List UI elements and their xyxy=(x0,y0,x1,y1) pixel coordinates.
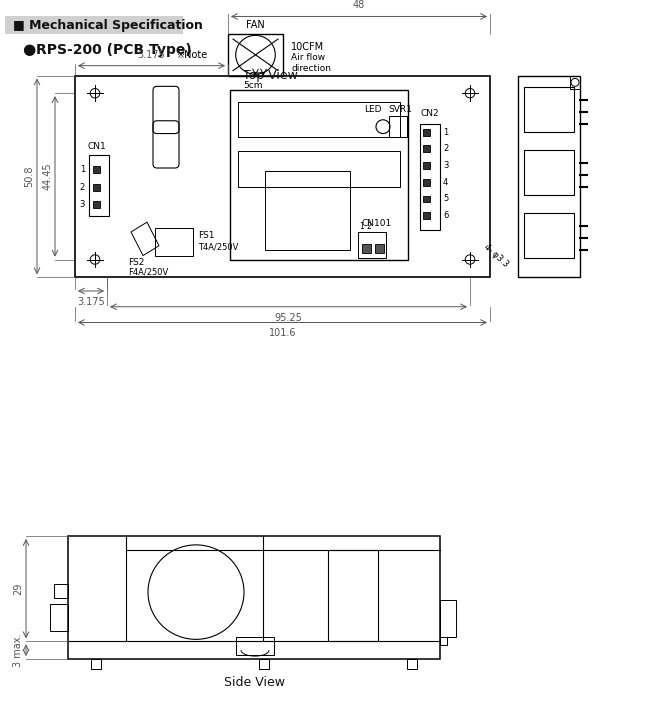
Bar xyxy=(362,244,371,252)
Bar xyxy=(423,213,430,219)
Bar xyxy=(265,171,350,249)
Bar xyxy=(93,184,100,191)
Text: ●: ● xyxy=(22,43,36,57)
Text: 3.175: 3.175 xyxy=(77,297,105,307)
Bar xyxy=(93,202,100,208)
Text: 5cm: 5cm xyxy=(244,81,263,90)
Bar xyxy=(91,659,101,669)
Bar xyxy=(518,75,580,277)
Text: 95.25: 95.25 xyxy=(275,312,302,322)
Text: 1: 1 xyxy=(80,165,85,174)
Bar xyxy=(524,150,574,194)
Text: 2: 2 xyxy=(80,183,85,192)
Bar xyxy=(68,536,440,659)
Bar xyxy=(54,584,68,598)
Text: 3: 3 xyxy=(80,200,85,210)
Text: 3.175: 3.175 xyxy=(137,50,165,60)
Text: 3 max.: 3 max. xyxy=(13,633,23,667)
Text: 50.8: 50.8 xyxy=(24,166,34,187)
Bar xyxy=(423,195,430,202)
Text: CN1: CN1 xyxy=(87,142,106,151)
Text: 101.6: 101.6 xyxy=(269,328,296,338)
Bar xyxy=(50,604,68,631)
Text: 2: 2 xyxy=(443,145,448,153)
Bar xyxy=(524,87,574,132)
Text: F4A/250V: F4A/250V xyxy=(128,268,168,277)
Text: ※Note: ※Note xyxy=(176,50,207,60)
Bar xyxy=(420,124,440,230)
Bar xyxy=(5,17,183,34)
Bar xyxy=(155,228,193,256)
Text: FS2: FS2 xyxy=(128,258,144,267)
Text: 1 2: 1 2 xyxy=(360,222,372,231)
Bar xyxy=(423,162,430,169)
Bar xyxy=(93,166,100,173)
Text: CN101: CN101 xyxy=(362,219,392,228)
Text: 10CFM: 10CFM xyxy=(291,41,324,51)
Text: FAN: FAN xyxy=(246,20,265,30)
Text: 44.45: 44.45 xyxy=(43,163,53,190)
Text: 29: 29 xyxy=(13,583,23,595)
Bar xyxy=(228,34,283,75)
Text: 4- φ3.3: 4- φ3.3 xyxy=(482,242,510,269)
Text: 6: 6 xyxy=(443,211,448,221)
Text: 5: 5 xyxy=(443,194,448,203)
Text: FS1: FS1 xyxy=(198,231,214,241)
Text: LED: LED xyxy=(364,105,382,114)
Text: 1: 1 xyxy=(443,127,448,137)
Bar xyxy=(423,129,430,135)
Text: SVR1: SVR1 xyxy=(388,105,412,114)
Bar xyxy=(230,90,408,260)
Bar xyxy=(407,659,417,669)
Bar xyxy=(259,659,269,669)
Bar xyxy=(89,155,109,216)
Bar xyxy=(328,549,378,641)
Text: 48: 48 xyxy=(353,0,365,9)
Text: 4: 4 xyxy=(443,178,448,187)
Bar xyxy=(375,244,384,252)
Bar xyxy=(358,232,386,257)
Text: Air flow
direction: Air flow direction xyxy=(291,54,331,73)
Bar xyxy=(440,600,456,638)
Bar xyxy=(423,179,430,186)
Bar xyxy=(238,151,400,187)
Text: T4A/250V: T4A/250V xyxy=(198,242,239,251)
Text: RPS-200 (PCB Type): RPS-200 (PCB Type) xyxy=(36,43,192,57)
Bar xyxy=(423,145,430,153)
Text: Top View: Top View xyxy=(243,69,297,82)
Text: Side View: Side View xyxy=(224,676,285,689)
Text: 3: 3 xyxy=(443,161,448,170)
Bar xyxy=(389,116,407,137)
Text: ■ Mechanical Specification: ■ Mechanical Specification xyxy=(13,19,203,32)
Text: CN2: CN2 xyxy=(421,109,440,118)
Bar xyxy=(236,638,274,655)
Bar xyxy=(238,102,400,137)
Bar xyxy=(75,75,490,277)
Bar xyxy=(440,638,447,645)
Bar xyxy=(524,213,574,257)
Bar xyxy=(570,75,580,89)
